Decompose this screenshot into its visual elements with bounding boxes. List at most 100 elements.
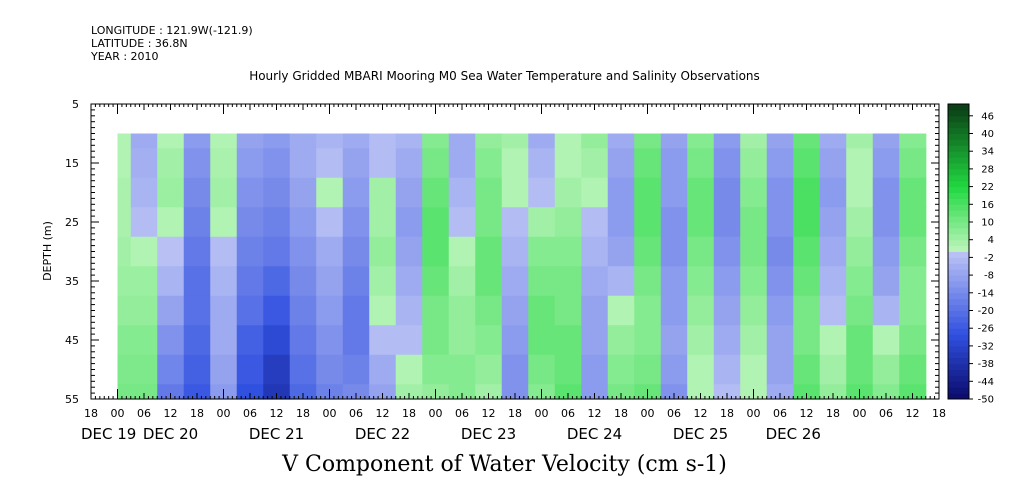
- heatmap-cell: [369, 148, 397, 179]
- x-day-label: DEC 25: [673, 425, 728, 443]
- x-day-label: DEC 22: [355, 425, 410, 443]
- colorbar-swatch: [948, 210, 969, 217]
- heatmap-cell: [157, 133, 185, 149]
- x-hour-tick-label: 00: [641, 407, 655, 420]
- heatmap-cell: [554, 177, 582, 208]
- heatmap-cell: [130, 236, 158, 267]
- heatmap-cell: [899, 295, 927, 326]
- heatmap-cell: [236, 177, 264, 208]
- heatmap-cell: [157, 354, 185, 385]
- heatmap-cell: [395, 266, 423, 297]
- colorbar-swatch: [948, 115, 969, 123]
- heatmap-cell: [183, 295, 211, 326]
- heatmap-cell: [289, 325, 317, 356]
- heatmap-cell: [899, 133, 927, 149]
- heatmap-cell: [501, 384, 529, 400]
- heatmap-cell: [872, 384, 900, 400]
- x-hour-tick-label: 18: [296, 407, 310, 420]
- heatmap-cell: [581, 295, 609, 326]
- heatmap-cell: [793, 148, 821, 179]
- heatmap-cell: [369, 295, 397, 326]
- heatmap-cell: [475, 354, 503, 385]
- heatmap-cell: [634, 133, 662, 149]
- heatmap-cell: [766, 207, 794, 238]
- heatmap-cell: [183, 207, 211, 238]
- heatmap-cell: [395, 295, 423, 326]
- heatmap-cell: [289, 236, 317, 267]
- colorbar-tick-label: 46: [981, 111, 994, 122]
- heatmap-cell: [846, 148, 874, 179]
- heatmap-cell: [210, 148, 238, 179]
- heatmap-cell: [475, 177, 503, 208]
- heatmap-cell: [766, 354, 794, 385]
- colorbar-tick-label: -8: [984, 271, 994, 282]
- heatmap-cell: [130, 384, 158, 400]
- heatmap-cell: [157, 177, 185, 208]
- colorbar-swatch: [948, 375, 969, 382]
- heatmap-cell: [581, 325, 609, 356]
- heatmap-cell: [157, 325, 185, 356]
- heatmap-cell: [634, 148, 662, 179]
- heatmap-cell: [872, 325, 900, 356]
- heatmap-cell: [554, 148, 582, 179]
- colorbar-tick-label: 10: [981, 218, 994, 229]
- heatmap-cell: [766, 177, 794, 208]
- colorbar-swatch: [948, 157, 969, 164]
- x-hour-tick-label: 12: [270, 407, 284, 420]
- x-hour-tick-label: 12: [694, 407, 708, 420]
- x-hour-tick-label: 00: [747, 407, 761, 420]
- heatmap-cell: [236, 236, 264, 267]
- heatmap-cell: [819, 133, 847, 149]
- heatmap-cell: [422, 325, 450, 356]
- x-hour-tick-label: 12: [164, 407, 178, 420]
- heatmap-cell: [117, 133, 132, 149]
- heatmap-cell: [899, 148, 927, 179]
- heatmap-cell: [342, 148, 370, 179]
- heatmap-cell: [475, 266, 503, 297]
- colorbar-swatch: [948, 139, 969, 146]
- heatmap-cell: [448, 177, 476, 208]
- heatmap-cell: [130, 148, 158, 179]
- heatmap-cell: [263, 384, 291, 400]
- heatmap-cell: [157, 148, 185, 179]
- heatmap-cell: [660, 384, 688, 400]
- heatmap-cell: [581, 133, 609, 149]
- heatmap-cell: [157, 236, 185, 267]
- heatmap-cell: [687, 325, 715, 356]
- x-day-label: DEC 24: [567, 425, 622, 443]
- heatmap-cell: [713, 133, 741, 149]
- colorbar-swatch: [948, 269, 969, 276]
- heatmap-cell: [263, 325, 291, 356]
- colorbar-tick-label: -14: [978, 288, 994, 299]
- colorbar-swatch: [948, 393, 969, 400]
- heatmap-cell: [846, 177, 874, 208]
- heatmap-cell: [872, 207, 900, 238]
- heatmap-cell: [369, 133, 397, 149]
- colorbar-tick-label: -26: [978, 324, 994, 335]
- heatmap-cell: [766, 384, 794, 400]
- heatmap-cell: [793, 133, 821, 149]
- heatmap-cell: [607, 266, 635, 297]
- heatmap-cell: [872, 266, 900, 297]
- heatmap-cell: [395, 384, 423, 400]
- colorbar-swatch: [948, 357, 969, 365]
- heatmap-cell: [157, 207, 185, 238]
- heatmap-cell: [236, 384, 264, 400]
- heatmap-cell: [660, 148, 688, 179]
- heatmap-cell: [793, 236, 821, 267]
- heatmap-cell: [528, 325, 556, 356]
- colorbar-swatch: [948, 369, 969, 376]
- colorbar-tick-label: 34: [981, 147, 994, 158]
- heatmap-cell: [342, 177, 370, 208]
- heatmap-cell: [501, 177, 529, 208]
- heatmap-cell: [554, 384, 582, 400]
- heatmap-cell: [289, 148, 317, 179]
- heatmap-cell: [289, 133, 317, 149]
- heatmap-cell: [899, 384, 927, 400]
- heatmap-cell: [183, 236, 211, 267]
- x-hour-tick-label: 18: [932, 407, 946, 420]
- heatmap-cell: [660, 295, 688, 326]
- heatmap-cell: [422, 266, 450, 297]
- heatmap-cell: [607, 133, 635, 149]
- heatmap-cell: [687, 354, 715, 385]
